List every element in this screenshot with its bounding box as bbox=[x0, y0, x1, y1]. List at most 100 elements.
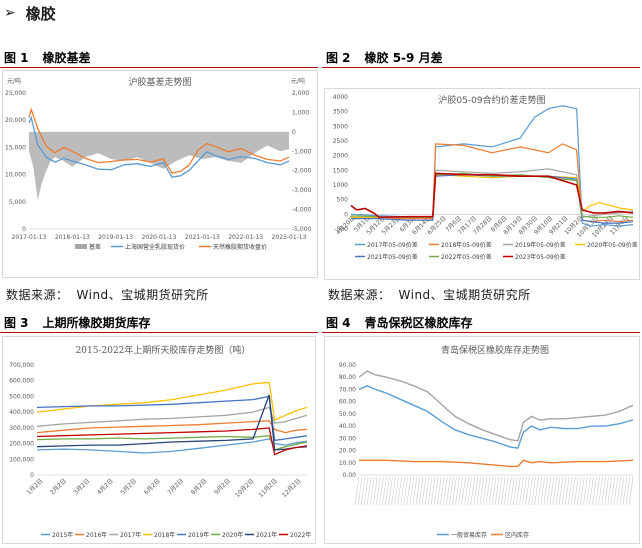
chart-4-xtick-mark bbox=[558, 476, 564, 506]
chart-4-xtick-mark bbox=[464, 476, 469, 506]
chart-4-xtick-mark bbox=[379, 476, 384, 506]
chart-4-ytick: 70.00 bbox=[339, 386, 356, 393]
chart-4-xtick-mark bbox=[494, 476, 500, 506]
chart-4-title: 青岛保税区橡胶库存走势图 bbox=[441, 344, 549, 356]
figure-2-number: 图 2 bbox=[326, 50, 351, 65]
chart-1-ytick-right: -5,000 bbox=[292, 226, 312, 233]
chart-3-legend-item: 2021年 bbox=[256, 531, 277, 539]
chart-4-xtick-mark bbox=[595, 476, 600, 506]
chart-2-ytick: 3000 bbox=[333, 123, 348, 130]
chart-4-xtick-mark bbox=[370, 476, 375, 506]
chart-3-ytick: 400,000 bbox=[9, 409, 34, 416]
chart-2-legend-item: 2020年05-09价差 bbox=[587, 241, 638, 249]
figure-2-rule bbox=[322, 67, 640, 68]
shfe-inventory-chart: 2015-2022年上期所天胶库存走势图（吨） 0 100,000 200,000 30… bbox=[9, 344, 311, 539]
chart-1-ylabel-left: 元/吨 bbox=[7, 77, 21, 85]
chart-4-xtick-mark bbox=[449, 476, 454, 506]
chart-4-ytick: 80.00 bbox=[339, 374, 356, 381]
chart-1-legend-basis: 基差 bbox=[89, 243, 101, 251]
chart-1-series-basis-area bbox=[29, 131, 289, 200]
chart-4-ytick: 90.00 bbox=[339, 362, 356, 369]
chart-4-xtick-mark bbox=[613, 476, 618, 506]
chart-4-legend-general: 一般贸易库存 bbox=[451, 531, 487, 539]
figure-2-caption: 图 2 橡胶 5-9 月差 bbox=[326, 48, 443, 66]
chart-3-series-line bbox=[36, 427, 308, 456]
chart-4-xtick-mark bbox=[622, 476, 628, 506]
source-2: 数据来源： Wind、宝城期货研究所 bbox=[328, 286, 531, 303]
chart-4-xtick-mark bbox=[549, 476, 555, 506]
chart-4-xtick-mark bbox=[427, 476, 433, 506]
chart-3-series-line bbox=[36, 395, 308, 442]
source-1-value: Wind、宝城期货研究所 bbox=[76, 288, 209, 302]
chart-1-xtick: 2020-01-13 bbox=[142, 234, 177, 241]
chart-2-legend-item: 2022年05-09价差 bbox=[441, 253, 492, 261]
chart-4-xtick-mark bbox=[363, 476, 369, 506]
chart-4-xtick-mark bbox=[601, 476, 606, 506]
chart-3-xtick: 9月2日 bbox=[213, 477, 232, 496]
chart-4-xtick-mark bbox=[461, 476, 466, 506]
chart-3-xtick: 8月2日 bbox=[190, 477, 209, 496]
chart-1-legend-futures: 天然橡胶期货收盘价 bbox=[213, 243, 267, 251]
chart-4-xtick-mark bbox=[497, 476, 503, 506]
chart-4-xtick-mark bbox=[366, 476, 372, 506]
chart-4-xtick-mark bbox=[589, 476, 594, 506]
chart-4-ytick: 40.00 bbox=[339, 423, 356, 430]
chart-4-xtick-mark bbox=[473, 476, 478, 506]
figure-3-number: 图 3 bbox=[4, 315, 29, 330]
chart-2-ytick: 1500 bbox=[333, 167, 348, 174]
chart-4-xtick-mark bbox=[552, 476, 558, 506]
chart-3-series-line bbox=[36, 435, 308, 451]
chart-3-ytick: 300,000 bbox=[9, 425, 34, 432]
chart-4-xtick-mark bbox=[513, 476, 518, 506]
chart-1-series-spot-line bbox=[28, 115, 290, 179]
chart-3-legend-item: 2022年 bbox=[290, 531, 311, 539]
chart-1-legend-swatch-basis bbox=[75, 244, 87, 249]
chart-4-xtick-mark bbox=[574, 476, 579, 506]
chart-4-ytick: 10.00 bbox=[339, 460, 356, 467]
chart-4-xtick-mark bbox=[443, 476, 448, 506]
chart-1-ytick-right: -2,000 bbox=[292, 168, 312, 175]
figure-4-title: 青岛保税区橡胶库存 bbox=[364, 315, 473, 330]
chart-4-xtick-mark bbox=[467, 476, 472, 506]
section-title: ➢ 橡胶 bbox=[4, 2, 56, 24]
chart-4-xtick-mark bbox=[476, 476, 481, 506]
chart-4-xtick-mark bbox=[479, 476, 485, 506]
chart-2-ytick: 500 bbox=[337, 197, 349, 204]
figure-4-number: 图 4 bbox=[326, 315, 351, 330]
chart-2-legend-item: 2019年05-09价差 bbox=[515, 241, 566, 249]
chart-3-legend-item: 2020年 bbox=[222, 531, 243, 539]
chart-4-xtick-mark bbox=[424, 476, 430, 506]
chart-2-legend-item: 2018年05-09价差 bbox=[441, 241, 492, 249]
chart-4-xtick-mark bbox=[586, 476, 591, 506]
chart-2-ytick: 2500 bbox=[333, 138, 348, 145]
chart-3-legend-item: 2015年 bbox=[52, 531, 73, 539]
chart-4-xtick-mark bbox=[409, 476, 414, 506]
chart-3-legend-item: 2016年 bbox=[86, 531, 107, 539]
chart-1-ytick-left: 0 bbox=[22, 226, 26, 233]
chart-1-ytick-right: 0 bbox=[292, 129, 296, 136]
chart-1-ytick-right: 2,000 bbox=[292, 90, 309, 97]
chart-4-xtick-mark bbox=[531, 476, 536, 506]
chart-2-legend-item: 2017年05-09价差 bbox=[367, 241, 418, 249]
chart-3-series-line bbox=[36, 406, 308, 427]
chart-4-xtick-mark bbox=[561, 476, 567, 506]
qingdao-inventory-chart: 青岛保税区橡胶库存走势图 0.00 10.00 20.00 30.00 40.00 50.0… bbox=[339, 344, 634, 539]
chart-1-xtick: 2019-01-13 bbox=[98, 234, 133, 241]
chart-2-legend-item: 2023年05-09价差 bbox=[515, 253, 566, 261]
chart-1-ytick-right: -3,000 bbox=[292, 187, 312, 194]
figure-2-title: 橡胶 5-9 月差 bbox=[364, 50, 443, 65]
chart-4-legend-bonded: 区内库存 bbox=[505, 531, 529, 539]
chart-1-ytick-left: 25,000 bbox=[5, 90, 26, 97]
chart-1-legend-spot: 上海国营全乳胶现货价 bbox=[125, 243, 185, 251]
chart-3-xtick: 6月2日 bbox=[143, 477, 162, 496]
chart-4-ytick: 20.00 bbox=[339, 448, 356, 455]
chart-2-ytick: 1000 bbox=[333, 182, 348, 189]
chart-4-xtick-mark bbox=[430, 476, 436, 506]
chart-4-xtick-mark bbox=[397, 476, 402, 506]
chart-4-xtick-mark bbox=[412, 476, 418, 506]
chart-1-series-futures-line bbox=[28, 107, 290, 174]
chart-3-series-line bbox=[36, 420, 308, 434]
chart-4-ytick: 0.00 bbox=[343, 472, 357, 479]
source-2-value: Wind、宝城期货研究所 bbox=[398, 288, 531, 302]
chart-4-xtick-mark bbox=[446, 476, 451, 506]
